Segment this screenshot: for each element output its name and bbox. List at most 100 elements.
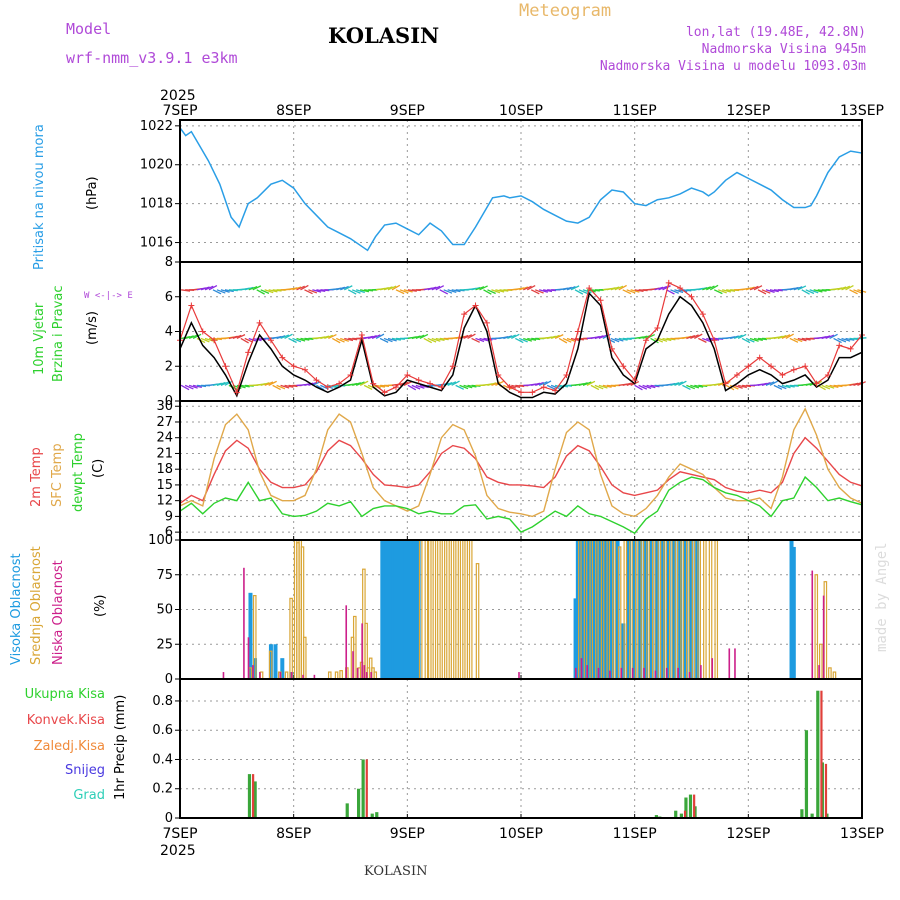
legend-total-rain: Ukupna Kisa — [25, 687, 105, 702]
wind-barb — [554, 334, 564, 340]
time-label-top: 9SEP — [390, 103, 425, 119]
wind-gust-marker — [415, 377, 422, 384]
wind-barb — [244, 286, 254, 291]
wind-barb — [650, 337, 659, 344]
wind-barb — [829, 333, 838, 340]
wind-barb — [340, 337, 350, 342]
wind-barb — [523, 337, 533, 342]
wind-barb — [447, 289, 457, 294]
wind-barb — [638, 335, 648, 340]
wind-barb — [582, 289, 592, 294]
total-precip-bar — [247, 774, 252, 818]
wind-barb — [598, 334, 608, 340]
wind-gust-marker — [381, 389, 388, 396]
wind-barb — [495, 289, 505, 293]
wind-barb — [809, 289, 819, 294]
wind-barb — [753, 337, 763, 342]
low-cloud-bar — [665, 667, 668, 679]
wind-units: (m/s) — [85, 311, 100, 345]
wind-barb — [741, 337, 751, 344]
panel-frame — [179, 678, 863, 819]
high-cloud-bar — [409, 540, 414, 679]
time-label-top: 7SEP — [162, 103, 197, 119]
wind-barb — [658, 337, 668, 342]
wind-barb — [546, 335, 557, 340]
wind-gust-marker — [518, 389, 524, 396]
wind-barb — [694, 384, 704, 388]
high-cloud-bar — [600, 540, 605, 679]
high-cloud-bar — [638, 540, 643, 679]
wind-barb — [793, 286, 803, 291]
low-cloud-bar — [361, 623, 363, 679]
wind-gust-marker — [279, 354, 286, 361]
temp-units: (C) — [91, 459, 106, 478]
wind-barb — [272, 384, 281, 391]
ytick-label: 0 — [165, 672, 173, 687]
wind-barb — [578, 382, 588, 386]
wind-barb — [654, 286, 664, 291]
year-top: 2025 — [160, 88, 196, 104]
wind-gust-marker — [267, 337, 274, 344]
wind-barb — [543, 289, 553, 293]
wind-barb — [737, 384, 748, 389]
wind-barb — [789, 286, 799, 291]
wind-barb — [793, 337, 803, 343]
wind-barb — [371, 334, 381, 340]
wind-barb — [662, 337, 672, 342]
ytick-label: 0.4 — [152, 752, 173, 767]
wind-barb — [849, 289, 858, 295]
wind-barb — [813, 289, 823, 293]
time-label-bottom: 13SEP — [840, 826, 884, 842]
wind-barb — [562, 286, 572, 291]
wind-barb — [511, 333, 520, 340]
high-cloud-bar — [382, 540, 387, 679]
wind-barb — [570, 285, 580, 291]
total-precip-bar — [375, 812, 379, 818]
wind-barb — [443, 289, 453, 294]
wind-gust-marker — [461, 311, 468, 318]
wind-barb — [507, 334, 516, 340]
high-cloud-bar — [380, 540, 385, 679]
high-cloud-bar — [400, 540, 405, 679]
sfc-ylabel: SFC Temp — [50, 443, 65, 507]
wind-gust-marker — [222, 363, 229, 370]
high-cloud-bar — [644, 540, 649, 679]
wind-barb — [387, 337, 397, 342]
high-cloud-bar — [405, 540, 410, 679]
wind-barb — [694, 333, 703, 340]
mid-cloud-bar — [475, 563, 480, 680]
wind-barb — [427, 286, 437, 291]
high-cloud-bar — [615, 540, 620, 679]
wind-barb — [562, 337, 572, 343]
wind-barb — [280, 384, 290, 389]
total-precip-bar — [804, 730, 809, 818]
wind-barb — [419, 333, 429, 340]
ytick-label: 15 — [156, 478, 173, 493]
wind-barb — [324, 334, 334, 340]
wind-barb — [511, 384, 521, 388]
wind-barb — [530, 289, 540, 295]
low-cloud-bar — [575, 667, 577, 679]
wind-barb — [534, 381, 544, 386]
wind-barb — [761, 289, 771, 294]
wind-barb — [698, 337, 707, 343]
year-bottom: 2025 — [160, 843, 196, 859]
wind-barb — [316, 384, 325, 391]
high-cloud-bar — [683, 540, 688, 679]
wind-barb — [423, 337, 433, 344]
wind-barb — [304, 289, 313, 295]
wind-mean-line — [179, 291, 863, 399]
mid-cloud-bar — [446, 539, 450, 680]
low-cloud-bar — [822, 595, 825, 679]
mid-cloud-bar — [289, 597, 293, 680]
wind-gust-marker — [449, 363, 456, 370]
high-cloud-bar — [678, 540, 683, 679]
wind-gust-marker — [779, 371, 786, 378]
time-label-top: 12SEP — [726, 103, 770, 119]
wind-gust-marker — [540, 384, 547, 391]
mid-cloud-bar — [352, 615, 357, 680]
low-cloud-bar — [620, 667, 623, 679]
wind-barb — [264, 381, 274, 386]
wind-barb — [753, 285, 763, 291]
wind-barb — [328, 384, 338, 389]
